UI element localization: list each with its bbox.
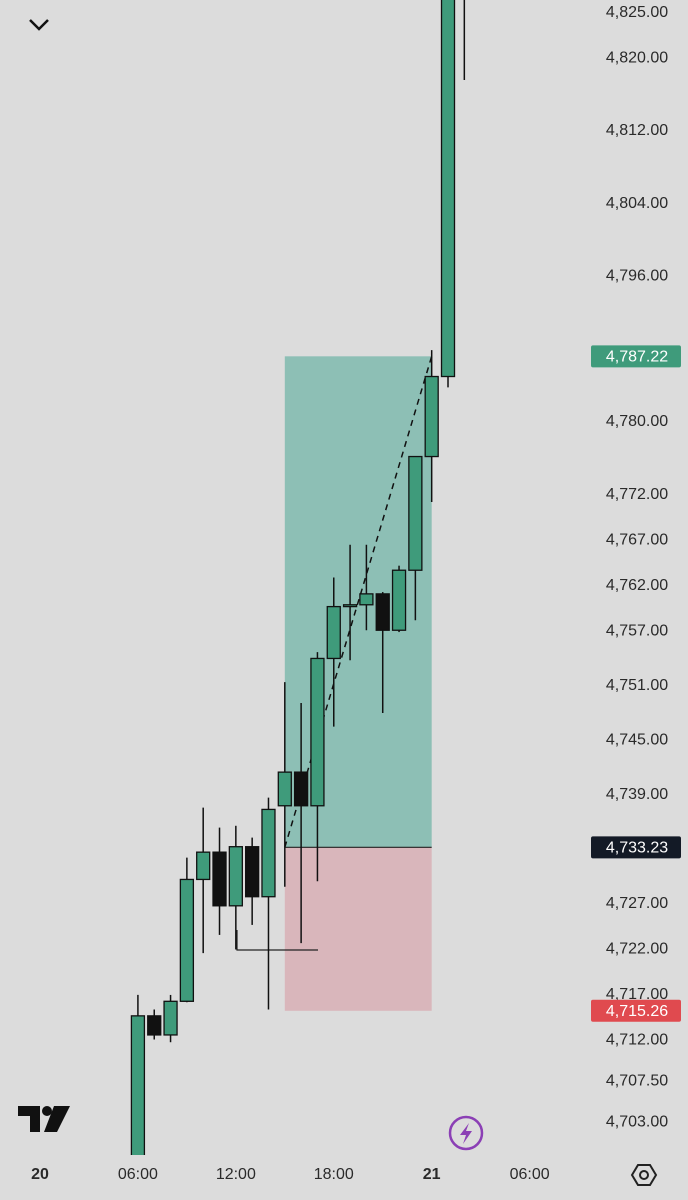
candle-body: [326, 605, 341, 660]
y-tick-label: 4,796.00: [606, 268, 668, 285]
y-tick-label: 4,712.00: [606, 1032, 668, 1049]
candle-body: [163, 1000, 178, 1036]
y-tick-label: 4,727.00: [606, 895, 668, 912]
x-tick-label: 06:00: [510, 1166, 550, 1183]
y-tick-label: 4,762.00: [606, 577, 668, 594]
y-tick-label: 4,745.00: [606, 732, 668, 749]
candle-body: [147, 1015, 162, 1036]
price-label: 4,733.23: [606, 840, 668, 857]
candle-body: [212, 851, 227, 907]
price-label-box: [591, 836, 681, 859]
y-tick-label: 4,767.00: [606, 531, 668, 548]
y-tick-label: 4,772.00: [606, 486, 668, 503]
candle-body: [130, 1015, 146, 1155]
y-tick-label: 4,812.00: [606, 122, 668, 139]
candle-body: [440, 0, 456, 378]
y-tick-label: 4,722.00: [606, 941, 668, 958]
candle-body: [424, 375, 439, 458]
price-label: 4,787.22: [606, 349, 668, 366]
y-tick-label: 4,757.00: [606, 622, 668, 639]
x-tick-label: 20: [31, 1166, 49, 1183]
y-tick-label: 4,780.00: [606, 413, 668, 430]
candle-body: [245, 846, 260, 898]
y-tick-label: 4,703.00: [606, 1113, 668, 1130]
candle-body: [342, 604, 358, 608]
candle-body: [261, 808, 276, 898]
candle-body: [310, 657, 325, 807]
candle-body: [408, 455, 423, 571]
y-tick-label: 4,825.00: [606, 4, 668, 21]
x-tick-label: 06:00: [118, 1166, 158, 1183]
candle-body: [293, 771, 309, 807]
candle-body: [228, 846, 243, 907]
candle-body: [277, 771, 292, 807]
candle-body: [196, 851, 211, 881]
collapse-chevron[interactable]: [29, 19, 49, 31]
stop-loss-zone: [284, 847, 432, 1011]
y-tick-label: 4,707.50: [606, 1073, 668, 1090]
x-tick-label: 21: [423, 1166, 441, 1183]
lightning-button[interactable]: [448, 1115, 484, 1151]
candle-body: [391, 569, 407, 631]
level-line: [236, 930, 318, 951]
y-tick-label: 4,820.00: [606, 49, 668, 66]
target-path: [284, 356, 433, 848]
tradingview-logo: [18, 1106, 70, 1132]
price-label-box: [591, 999, 681, 1022]
candle-body: [375, 593, 390, 631]
candle-body: [359, 593, 374, 606]
x-tick-label: 12:00: [216, 1166, 256, 1183]
axes: 4,825.00 4,820.00 4,812.00 4,804.00 4,796.00…: [31, 4, 681, 1183]
x-tick-label: 18:00: [314, 1166, 354, 1183]
y-tick-label: 4,751.00: [606, 677, 668, 694]
price-label: 4,715.26: [606, 1003, 668, 1020]
price-label-box: [591, 345, 681, 368]
y-tick-label: 4,804.00: [606, 195, 668, 212]
settings-button[interactable]: [630, 1164, 658, 1186]
y-tick-label: 4,739.00: [606, 786, 668, 803]
candle-body: [179, 878, 195, 1002]
y-tick-label: 4,717.00: [606, 986, 668, 1003]
plot-area: [130, 0, 466, 1155]
